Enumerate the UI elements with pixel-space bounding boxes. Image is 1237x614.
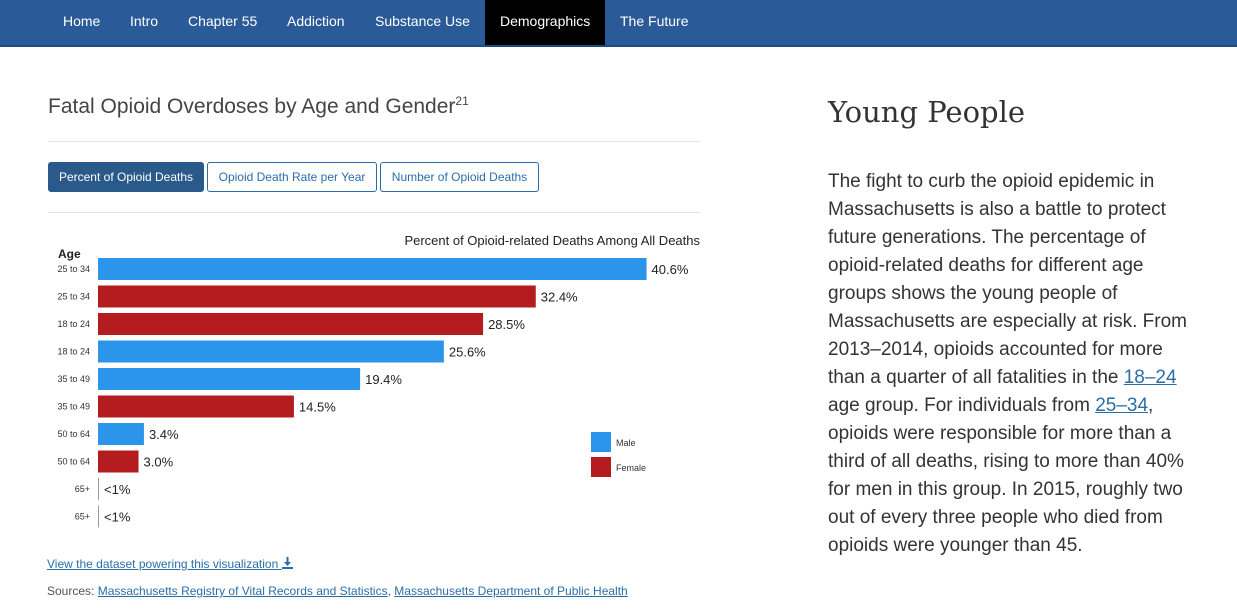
nav-home[interactable]: Home [63, 13, 101, 29]
age-link-18-24[interactable]: 18–24 [1123, 367, 1177, 388]
bar-value-label: 3.0% [144, 455, 174, 470]
bar-male[interactable] [98, 368, 361, 390]
divider [48, 141, 700, 142]
legend-swatch-female [591, 457, 611, 477]
bar-value-label: 3.4% [149, 427, 179, 442]
divider [48, 212, 700, 213]
nav-intro[interactable]: Intro [130, 13, 159, 29]
chart-panel-title-text: Fatal Opioid Overdoses by Age and Gender [48, 95, 456, 118]
nav-substance-use[interactable]: Substance Use [375, 13, 470, 29]
source-link-vital-records[interactable]: Massachusetts Registry of Vital Records … [97, 584, 388, 598]
body-text: age group. For individuals from [828, 395, 1096, 416]
category-tick-label: 18 to 24 [57, 347, 90, 357]
bar-value-label: 25.6% [449, 345, 486, 360]
category-tick-label: 65+ [75, 484, 90, 494]
nav-chapter-55[interactable]: Chapter 55 [188, 13, 258, 29]
bar-female[interactable] [98, 505, 99, 528]
bar-male[interactable] [98, 478, 99, 500]
sources-label: Sources: [47, 584, 95, 598]
bar-female[interactable] [98, 450, 139, 473]
section-body: The fight to curb the opioid epidemic in… [828, 168, 1198, 560]
bar-value-label: <1% [104, 510, 131, 525]
category-tick-label: 35 to 49 [57, 402, 90, 412]
legend-swatch-male [591, 432, 611, 452]
category-tick-label: 50 to 64 [57, 457, 90, 467]
chart-title: Percent of Opioid-related Deaths Among A… [404, 233, 700, 248]
category-tick-label: 50 to 64 [57, 429, 90, 439]
legend-label-male: Male [616, 438, 636, 448]
nav-addiction[interactable]: Addiction [287, 13, 345, 29]
bar-value-label: 14.5% [299, 400, 336, 415]
category-tick-label: 18 to 24 [57, 319, 90, 329]
age-link-25-34[interactable]: 25–34 [1095, 395, 1149, 416]
bar-female[interactable] [98, 313, 484, 335]
dataset-link-text: View the dataset powering this visualiza… [47, 557, 279, 571]
tab-opioid-death-rate-per-year[interactable]: Opioid Death Rate per Year [207, 162, 377, 192]
body-text: , opioids were responsible for more than… [828, 395, 1184, 556]
y-axis-label: Age [58, 247, 81, 261]
bar-value-label: <1% [104, 482, 131, 497]
category-tick-label: 35 to 49 [57, 374, 90, 384]
download-icon [281, 557, 293, 569]
body-text: The fight to curb the opioid epidemic in… [828, 171, 1188, 388]
category-tick-label: 25 to 34 [57, 264, 90, 274]
footnote-ref[interactable]: 21 [455, 94, 469, 108]
tab-percent-of-opioid-deaths[interactable]: Percent of Opioid Deaths [48, 162, 204, 192]
chart-panel-title: Fatal Opioid Overdoses by Age and Gender… [48, 95, 469, 119]
top-navbar: Home Intro Chapter 55 Addiction Substanc… [0, 0, 1237, 47]
source-link-dph[interactable]: Massachusetts Department of Public Healt… [394, 584, 628, 598]
nav-the-future[interactable]: The Future [620, 13, 689, 29]
bar-value-label: 40.6% [652, 262, 689, 277]
bar-male[interactable] [98, 340, 444, 363]
dataset-link[interactable]: View the dataset powering this visualiza… [47, 557, 293, 571]
bar-male[interactable] [98, 258, 647, 280]
category-tick-label: 65+ [75, 512, 90, 522]
opioid-deaths-bar-chart: Percent of Opioid-related Deaths Among A… [57, 233, 700, 528]
section-title: Young People [828, 95, 1026, 129]
sources-line: Sources: Massachusetts Registry of Vital… [47, 584, 628, 598]
bar-value-label: 19.4% [365, 372, 402, 387]
bar-value-label: 28.5% [488, 317, 525, 332]
tab-number-of-opioid-deaths[interactable]: Number of Opioid Deaths [380, 162, 539, 192]
bar-value-label: 32.4% [541, 290, 578, 305]
bar-female[interactable] [98, 285, 536, 308]
bar-male[interactable] [98, 423, 144, 445]
legend-label-female: Female [616, 463, 646, 473]
bar-female[interactable] [98, 395, 294, 418]
category-tick-label: 25 to 34 [57, 292, 90, 302]
nav-demographics[interactable]: Demographics [485, 0, 606, 45]
